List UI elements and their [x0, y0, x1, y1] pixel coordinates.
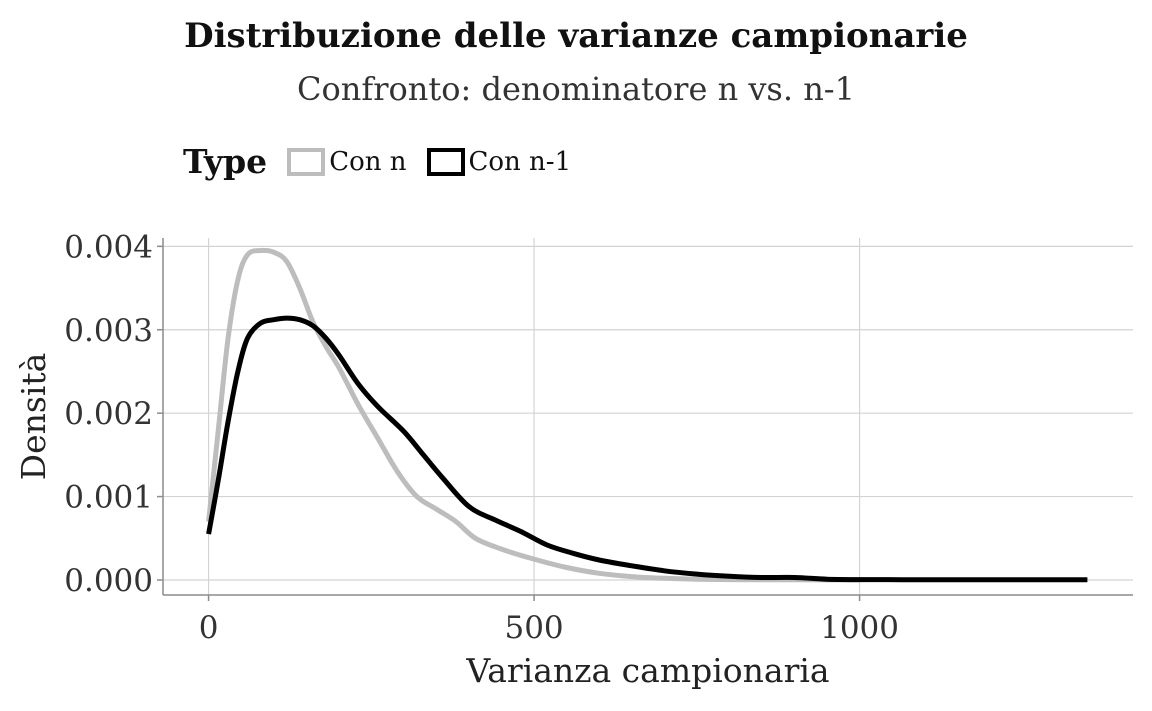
- series-line-0: [206, 247, 860, 583]
- legend: Type Con n Con n-1: [183, 142, 591, 181]
- y-tick-label-0: 0.000: [64, 563, 153, 599]
- legend-key-con-n: [287, 147, 326, 176]
- plot-panel: [163, 238, 1133, 595]
- x-tick-label-0: 0: [199, 610, 219, 646]
- legend-label-con-n: Con n: [329, 146, 407, 177]
- x-tick-label-1: 500: [504, 610, 563, 646]
- y-tick-label-1: 0.001: [64, 480, 153, 516]
- chart-subtitle: Confronto: denominatore n vs. n-1: [297, 70, 855, 108]
- x-tick-label-2: 1000: [820, 610, 899, 646]
- y-tick-label-3: 0.003: [64, 313, 153, 349]
- chart-title: Distribuzione delle varianze campionarie: [184, 16, 968, 56]
- series-line-1: [206, 315, 1088, 583]
- y-tick-label-4: 0.004: [64, 229, 153, 265]
- y-axis-label: Densità: [14, 353, 53, 481]
- legend-item-con-n-1: Con n-1: [426, 146, 572, 177]
- legend-key-con-n-1: [426, 147, 465, 176]
- y-tick-label-2: 0.002: [64, 396, 153, 432]
- x-axis-label: Varianza campionaria: [465, 651, 829, 690]
- legend-title: Type: [183, 142, 268, 181]
- legend-label-con-n-1: Con n-1: [468, 146, 572, 177]
- legend-item-con-n: Con n: [287, 146, 407, 177]
